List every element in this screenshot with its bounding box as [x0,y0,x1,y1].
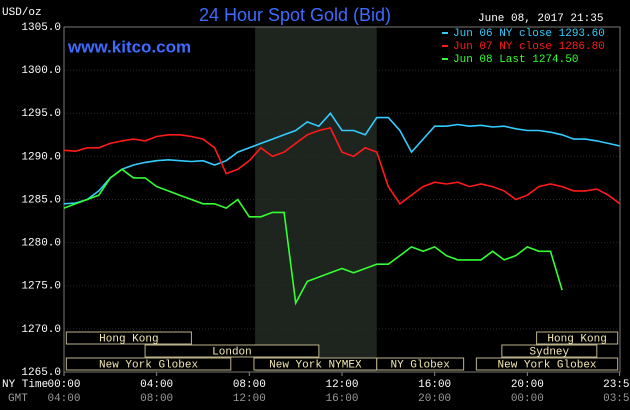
session-box [536,331,619,345]
x2-axis-label: GMT [8,393,28,405]
y-tick-label: 1285.0 [21,194,61,206]
y-axis-label: USD/oz [2,7,42,19]
y-tick-label: 1290.0 [21,151,61,163]
y-tick-label: 1275.0 [21,281,61,293]
session-box [376,357,465,371]
x-tick-label: 12:00 [325,379,358,391]
session-label: New York Globex [99,359,198,371]
legend-entry: Jun 07 NY close 1286.80 [453,41,605,53]
session-label: New York NYMEX [269,359,362,371]
session-label: Sydney [530,346,570,358]
y-tick-label: 1280.0 [21,238,61,250]
site-label: www.kitco.com [67,37,191,56]
series-line [63,126,621,205]
x-tick-label: 00:00 [47,379,80,391]
series-line [63,168,563,306]
x-tick-label: 04:00 [140,379,173,391]
shaded-range [255,27,377,372]
x-tick-label: 23:59 [603,379,630,391]
x2-tick-label: 04:00 [47,393,80,405]
session-box [65,357,232,371]
legend-entry: Jun 06 NY close 1293.60 [453,28,605,40]
y-tick-label: 1265.0 [21,367,61,379]
y-tick-label: 1270.0 [21,324,61,336]
x-tick-label: 08:00 [233,379,266,391]
session-label: Hong Kong [547,333,606,345]
x2-tick-label: 08:00 [140,393,173,405]
plot-frame [63,26,621,373]
x2-tick-label: 00:00 [511,393,544,405]
x2-tick-label: 16:00 [325,393,358,405]
y-tick-label: 1300.0 [21,65,61,77]
timestamp: June 08, 2017 21:35 [478,13,603,25]
y-tick-label: 1305.0 [21,22,61,34]
session-box [144,344,320,358]
session-label: New York Globex [498,359,597,371]
session-box [501,344,598,358]
legend-entry: Jun 08 Last 1274.50 [453,54,578,66]
session-label: NY Globex [390,359,450,371]
series-line [63,112,621,205]
session-label: London [212,346,252,358]
x2-tick-label: 12:00 [233,393,266,405]
x2-tick-label: 03:59 [603,393,630,405]
x-tick-label: 20:00 [511,379,544,391]
x-tick-label: 16:00 [418,379,451,391]
session-box [475,357,619,371]
x-axis-label: NY Time [2,379,48,391]
session-box [65,331,192,345]
session-label: Hong Kong [99,333,158,345]
x2-tick-label: 20:00 [418,393,451,405]
chart-title: 24 Hour Spot Gold (Bid) [199,5,391,25]
y-tick-label: 1295.0 [21,108,61,120]
